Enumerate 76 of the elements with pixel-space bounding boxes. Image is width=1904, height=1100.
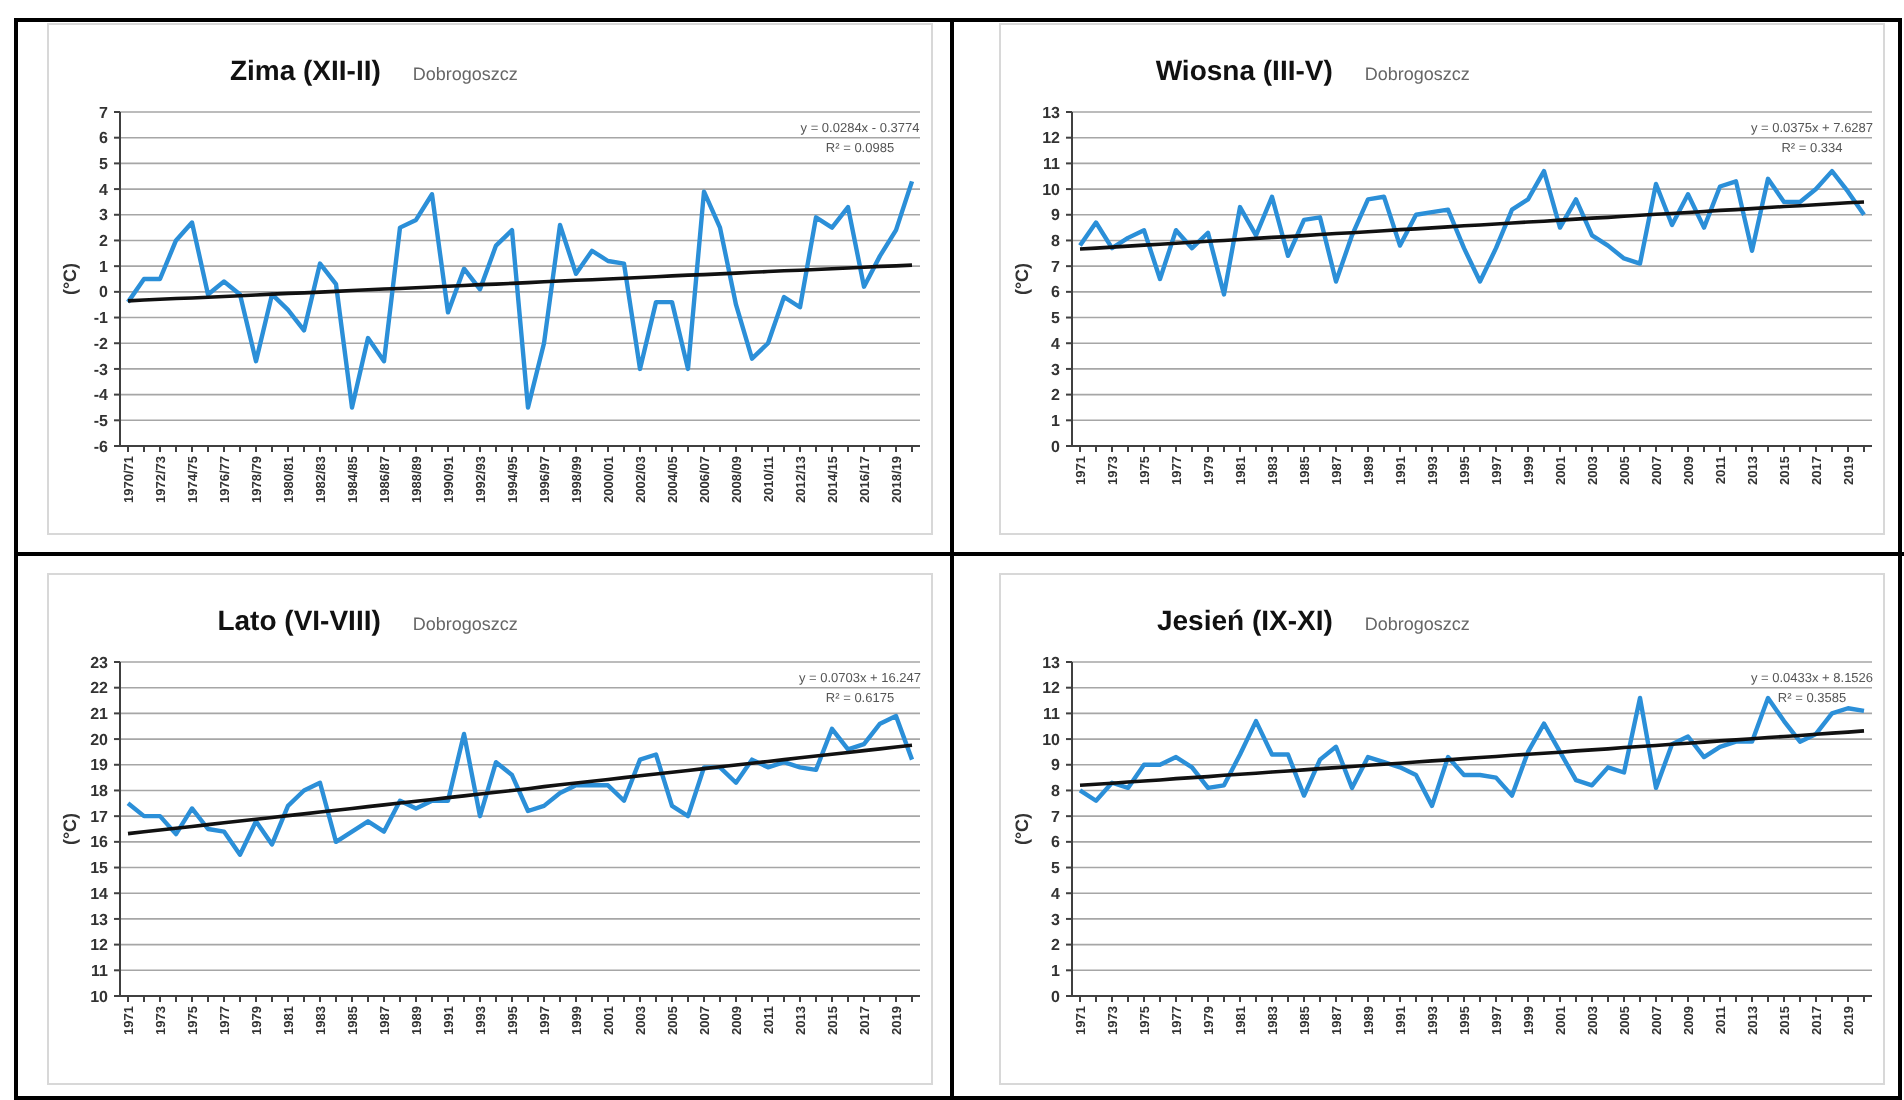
y-tick-label: 14 [90, 884, 110, 903]
y-axis-title: (°C) [1012, 812, 1032, 846]
line-series [126, 743, 914, 836]
chart-subtitle: Dobrogoszcz [1364, 64, 1471, 84]
y-tick-label: 20 [90, 730, 110, 749]
y-tick-label: 15 [90, 859, 110, 878]
y-tick-label: 19 [90, 756, 110, 775]
y-tick-label: 11 [1043, 154, 1062, 173]
y-tick-label: -2 [93, 334, 110, 353]
y-tick-label: 9 [1051, 756, 1062, 775]
line-series [1077, 168, 1867, 297]
line-series [125, 713, 915, 857]
y-tick-label: 6 [99, 129, 110, 148]
y-tick-label: 9 [1051, 206, 1062, 225]
y-tick-label: 23 [90, 653, 110, 672]
y-tick-label: -5 [93, 411, 110, 430]
y-tick-label: 0 [1051, 987, 1062, 1006]
y-tick-label: 10 [90, 987, 110, 1006]
chart-subtitle: Dobrogoszcz [412, 64, 519, 84]
y-tick-label: 4 [1051, 884, 1062, 903]
y-tick-label: 11 [1043, 704, 1062, 723]
y-tick-label: 8 [1051, 232, 1062, 251]
y-tick-label: 12 [90, 936, 110, 955]
y-tick-label: 3 [99, 206, 110, 225]
y-tick-label: 10 [1042, 730, 1062, 749]
y-tick-label: 2 [99, 232, 110, 251]
chart-title: Lato (VI-VIII) [217, 604, 381, 636]
y-tick-label: 18 [90, 782, 110, 801]
y-tick-label: 5 [99, 154, 110, 173]
y-tick-label: 13 [1042, 103, 1062, 122]
y-tick-label: 21 [90, 704, 110, 723]
line-series [1077, 695, 1867, 809]
line-series [125, 179, 915, 410]
chart-title: Zima (XII-II) [229, 54, 381, 86]
y-tick-label: 8 [1051, 782, 1062, 801]
y-tick-label: -1 [93, 309, 110, 328]
y-tick-label: 16 [90, 833, 110, 852]
y-tick-label: 6 [1051, 833, 1062, 852]
y-tick-label: 12 [1042, 679, 1062, 698]
y-tick-label: 12 [1042, 129, 1062, 148]
y-tick-label: 4 [99, 180, 110, 199]
y-tick-label: -3 [93, 360, 110, 379]
y-tick-label: 2 [1051, 936, 1062, 955]
line-series [126, 263, 914, 303]
y-tick-label: -4 [93, 386, 110, 405]
line-series [1078, 729, 1866, 788]
y-tick-label: 1 [1051, 961, 1062, 980]
y-tick-label: 17 [90, 807, 110, 826]
y-tick-label: 22 [90, 679, 110, 698]
y-tick-label: 3 [1051, 910, 1062, 929]
y-tick-label: 0 [1051, 437, 1062, 456]
y-tick-label: 0 [99, 283, 110, 302]
chart-title: Jesień (IX-XI) [1156, 604, 1333, 636]
y-tick-label: 3 [1051, 360, 1062, 379]
y-axis-title: (°C) [60, 262, 80, 296]
y-tick-label: 6 [1051, 283, 1062, 302]
y-tick-label: -6 [93, 437, 110, 456]
y-tick-label: 13 [90, 910, 110, 929]
y-tick-label: 11 [91, 961, 110, 980]
chart-title: Wiosna (III-V) [1155, 54, 1333, 86]
y-tick-label: 5 [1051, 859, 1062, 878]
line-series [1078, 200, 1866, 251]
y-tick-label: 10 [1042, 180, 1062, 199]
y-tick-label: 13 [1042, 653, 1062, 672]
y-tick-label: 4 [1051, 334, 1062, 353]
y-tick-label: 5 [1051, 309, 1062, 328]
y-tick-label: 2 [1051, 386, 1062, 405]
y-tick-label: 1 [99, 257, 110, 276]
y-tick-label: 7 [1051, 257, 1062, 276]
y-axis-title: (°C) [60, 812, 80, 846]
chart-subtitle: Dobrogoszcz [412, 614, 519, 634]
y-tick-label: 7 [99, 103, 110, 122]
y-tick-label: 1 [1051, 411, 1062, 430]
chart-subtitle: Dobrogoszcz [1364, 614, 1471, 634]
y-axis-title: (°C) [1012, 262, 1032, 296]
y-tick-label: 7 [1051, 807, 1062, 826]
